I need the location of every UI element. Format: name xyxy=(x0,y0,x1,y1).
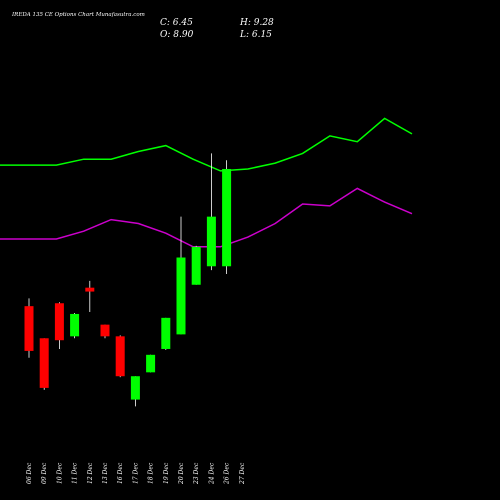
lower-band-line xyxy=(0,187,413,248)
candle-body-down xyxy=(115,336,125,377)
candle-body-down xyxy=(24,306,34,351)
x-tick-label: 11 Dec xyxy=(72,462,79,484)
candle-body-up xyxy=(130,376,140,400)
candle-body-up xyxy=(70,313,80,337)
x-tick-label: 19 Dec xyxy=(163,462,170,484)
band-lines xyxy=(0,117,413,248)
candle xyxy=(176,216,186,335)
low-value-label: L: 6.15 xyxy=(239,30,272,40)
x-tick-label: 23 Dec xyxy=(193,462,200,485)
x-tick-label: 20 Dec xyxy=(178,462,185,485)
candle-body-down xyxy=(100,324,110,337)
candle-body-up xyxy=(191,246,201,285)
x-axis-tick-labels: 06 Dec 09 Dec 10 Dec 11 Dec 12 Dec 13 Dec 16 D… xyxy=(26,462,246,485)
x-tick-label: 26 Dec xyxy=(224,462,231,485)
x-tick-label: 17 Dec xyxy=(132,462,139,484)
candle xyxy=(70,312,80,339)
candle xyxy=(85,280,95,312)
x-tick-label: 13 Dec xyxy=(102,462,109,484)
candle-body-down xyxy=(39,338,49,388)
candle xyxy=(146,354,156,373)
candle xyxy=(54,302,64,349)
candle-body-down xyxy=(85,287,95,292)
candle xyxy=(222,160,232,275)
candle xyxy=(161,317,171,350)
candle-body-up xyxy=(206,216,216,267)
chart-title: IREDA 135 CE Options Chart Munafasutra.c… xyxy=(11,12,145,18)
x-tick-label: 06 Dec xyxy=(26,462,33,484)
x-tick-label: 10 Dec xyxy=(56,462,63,484)
candle xyxy=(24,298,34,358)
x-tick-label: 24 Dec xyxy=(208,462,215,485)
close-value-label: C: 6.45 xyxy=(160,18,193,28)
x-tick-label: 27 Dec xyxy=(239,462,246,485)
candle-body-up xyxy=(161,317,171,349)
candle-body-up xyxy=(146,354,156,373)
candle-body-down xyxy=(54,303,64,341)
candle-body-up xyxy=(176,257,186,335)
candle xyxy=(115,335,125,378)
upper-band-line xyxy=(0,117,413,172)
candle xyxy=(206,153,216,271)
candle xyxy=(39,338,49,390)
candle-body-up xyxy=(222,168,232,267)
high-value-label: H: 9.28 xyxy=(239,18,274,28)
x-tick-label: 16 Dec xyxy=(117,462,124,484)
x-tick-label: 18 Dec xyxy=(148,462,155,484)
x-tick-label: 12 Dec xyxy=(87,462,94,484)
candle xyxy=(100,324,110,339)
candle xyxy=(130,376,140,407)
open-value-label: O: 8.90 xyxy=(160,30,194,40)
x-tick-label: 09 Dec xyxy=(41,462,48,484)
candles xyxy=(24,153,232,407)
candle xyxy=(191,245,201,285)
